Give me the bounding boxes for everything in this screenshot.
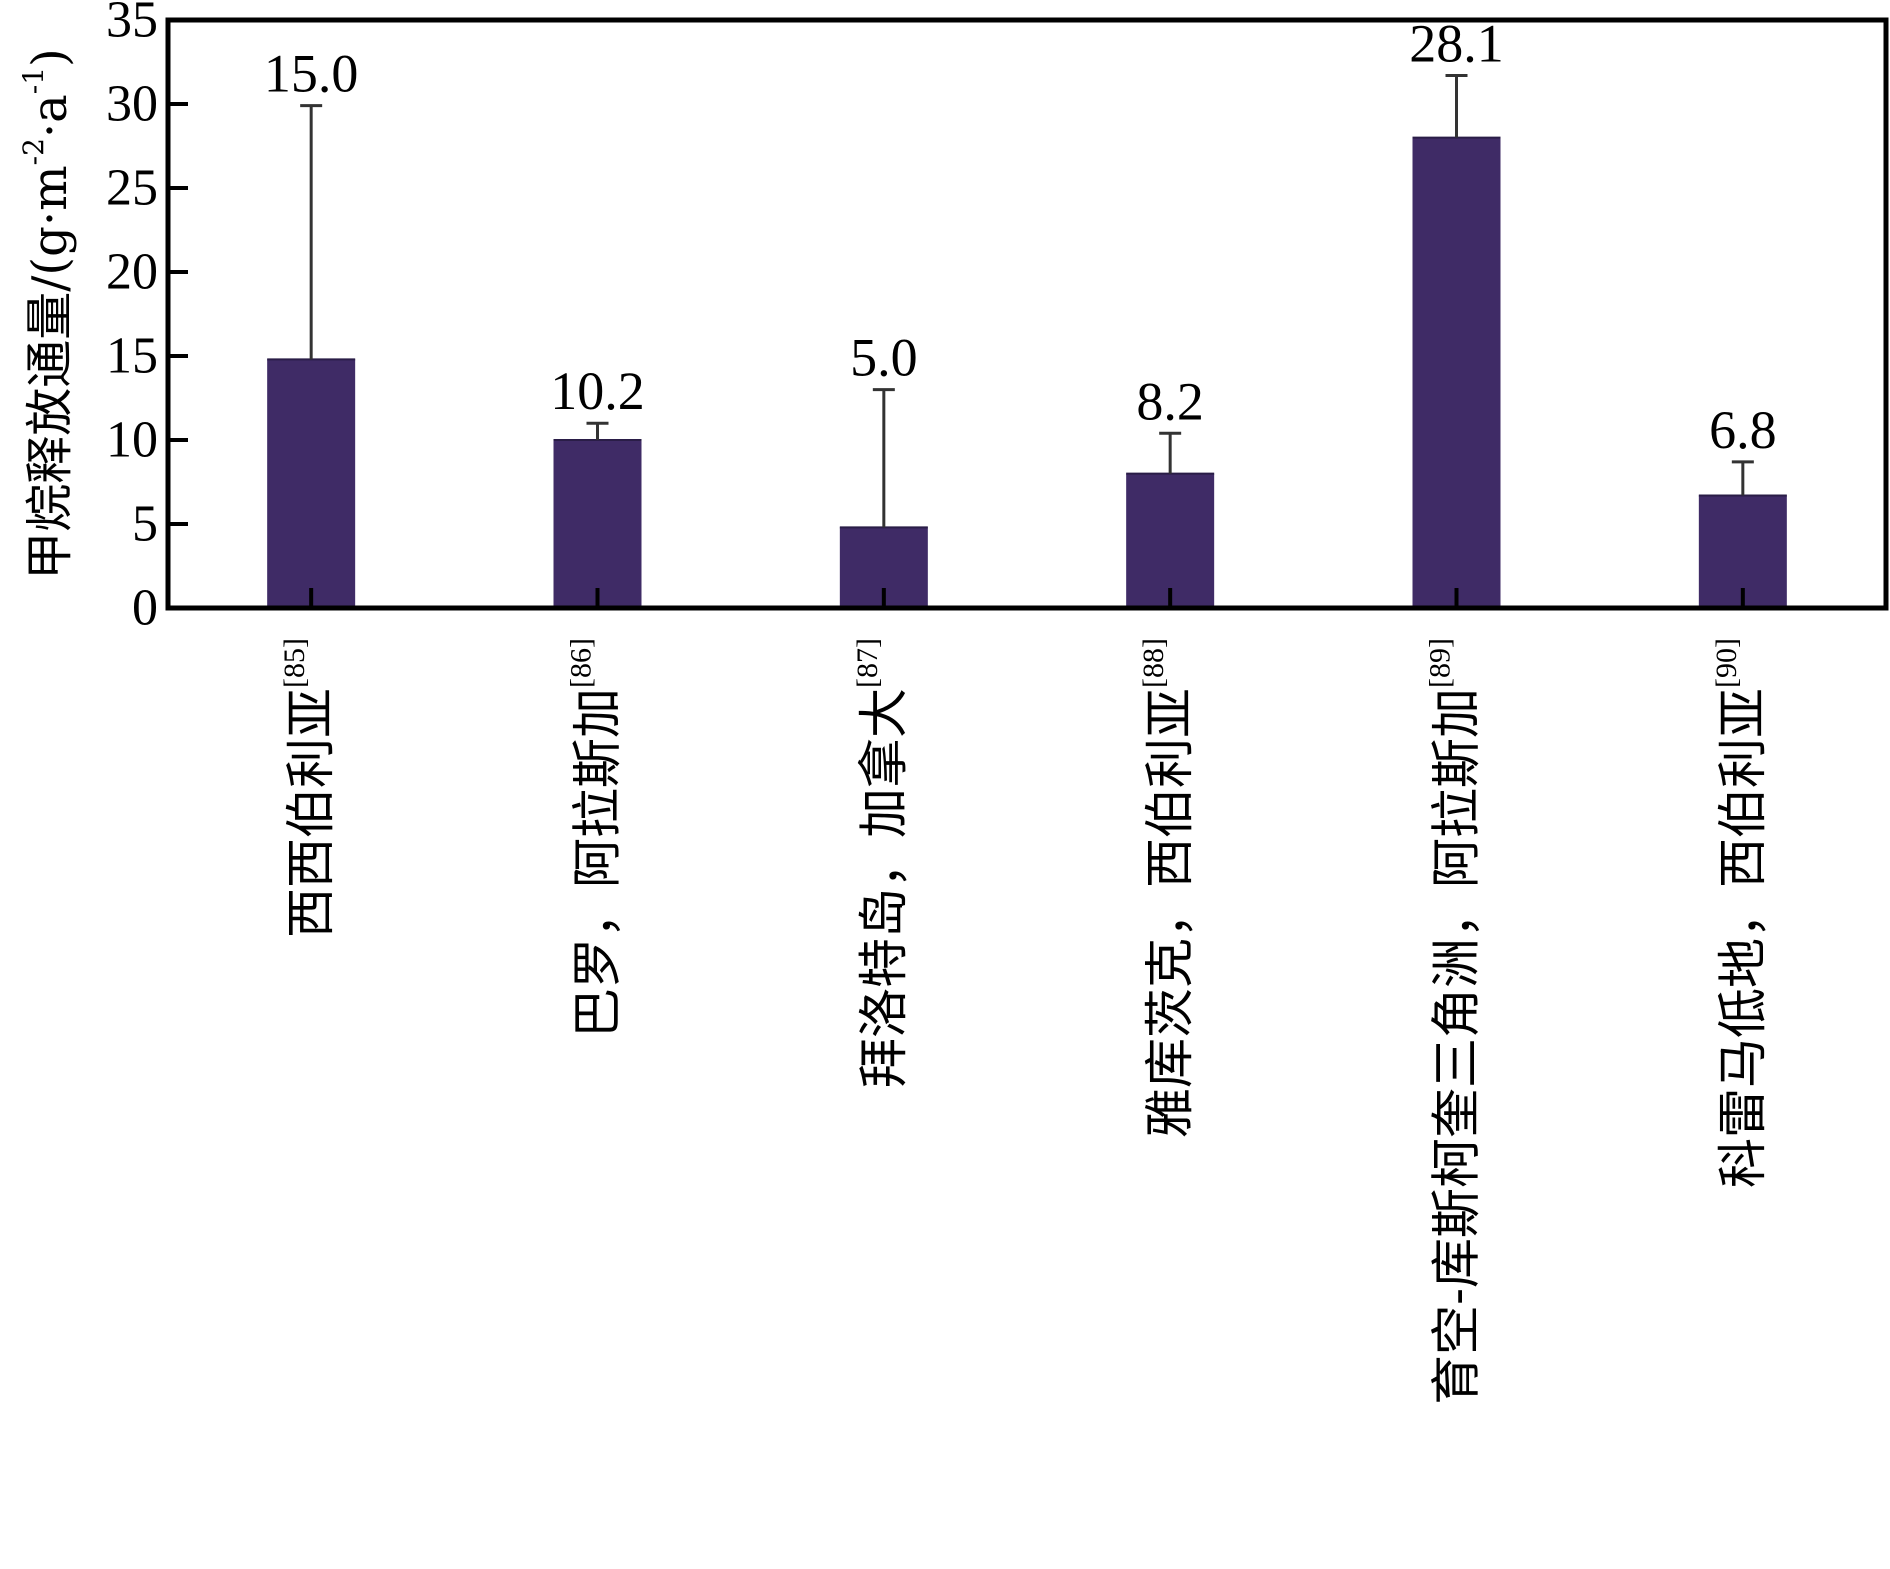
y-tick-label: 15	[106, 328, 158, 385]
y-title-end: )	[22, 48, 78, 67]
bar	[553, 440, 642, 608]
bar	[267, 359, 356, 608]
category-label: 拜洛特岛，加拿大[87]	[851, 638, 913, 1088]
category-label: 科雷马低地，西伯利亚[90]	[1710, 638, 1772, 1188]
y-title-sup1: -2	[17, 138, 50, 165]
category-reference: [90]	[1710, 638, 1743, 688]
category-name: 巴罗，阿拉斯加	[569, 688, 627, 1038]
bars	[267, 136, 1787, 608]
bar	[1126, 473, 1215, 608]
y-axis-title-text: 甲烷释放通量/(g·m-2·a-1)	[17, 48, 78, 580]
category-name: 科雷马低地，西伯利亚	[1714, 688, 1772, 1188]
category-name: 育空-库斯柯奎三角洲，阿拉斯加	[1428, 688, 1486, 1405]
y-axis-title: 甲烷释放通量/(g·m-2·a-1)	[17, 48, 78, 580]
data-label: 5.0	[850, 328, 918, 388]
y-tick-label: 35	[106, 0, 158, 49]
category-reference: [89]	[1424, 638, 1457, 688]
y-tick-label: 5	[132, 496, 158, 553]
y-tick-label: 25	[106, 160, 158, 217]
category-name: 西西伯利亚	[282, 688, 340, 938]
data-labels: 15.0 10.2 5.0 8.2 28.1 6.8	[264, 13, 1777, 459]
category-reference: [85]	[278, 638, 311, 688]
y-axis-ticks: 0 5 10 15 20 25 30 35	[106, 0, 188, 637]
data-label: 8.2	[1136, 371, 1204, 431]
y-title-sup2: -1	[17, 67, 50, 94]
y-tick-label: 0	[132, 580, 158, 637]
category-label: 雅库茨克，西伯利亚[88]	[1137, 638, 1199, 1138]
bar	[1412, 137, 1501, 608]
data-label: 28.1	[1409, 13, 1504, 73]
error-bars	[300, 73, 1754, 528]
category-label: 巴罗，阿拉斯加[86]	[565, 638, 627, 1038]
category-name: 雅库茨克，西伯利亚	[1141, 688, 1199, 1138]
plot-frame	[165, 17, 1889, 611]
data-label: 10.2	[550, 361, 645, 421]
y-title-mid: ·a	[22, 94, 78, 138]
category-label: 育空-库斯柯奎三角洲，阿拉斯加[89]	[1424, 638, 1486, 1405]
y-tick-label: 30	[106, 76, 158, 133]
category-name: 拜洛特岛，加拿大	[855, 688, 913, 1088]
category-reference: [87]	[851, 638, 884, 688]
y-title-main: 甲烷释放通量/(g·m	[22, 165, 78, 579]
y-tick-label: 10	[106, 412, 158, 469]
y-tick-label: 20	[106, 244, 158, 301]
category-reference: [86]	[565, 638, 598, 688]
category-label: 西西伯利亚[85]	[278, 638, 340, 938]
category-reference: [88]	[1137, 638, 1170, 688]
data-label: 15.0	[264, 44, 359, 104]
data-label: 6.8	[1709, 400, 1777, 460]
category-labels: 西西伯利亚[85] 巴罗，阿拉斯加[86] 拜洛特岛，加拿大[87] 雅库茨克，西伯利…	[278, 638, 1772, 1405]
